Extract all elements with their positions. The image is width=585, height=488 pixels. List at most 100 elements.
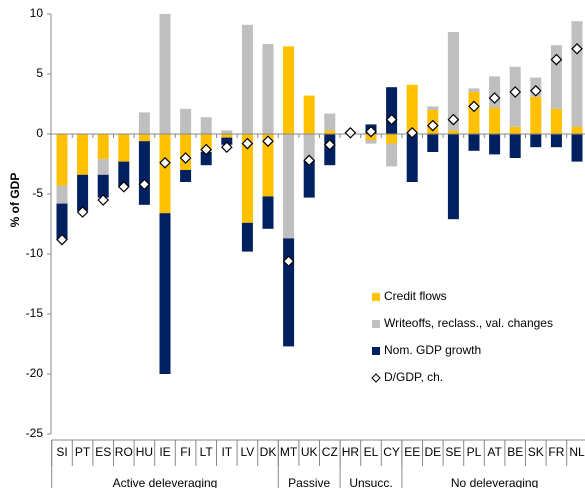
x-tick-label: EL xyxy=(364,445,379,459)
x-tick-label: LT xyxy=(200,445,214,459)
marker xyxy=(571,42,583,55)
marker xyxy=(406,126,419,139)
marker xyxy=(323,138,336,151)
bar-segment xyxy=(56,203,68,240)
marker xyxy=(344,126,357,139)
bar-segment xyxy=(550,45,562,109)
bar-segment xyxy=(200,152,212,166)
bar-segment xyxy=(56,134,68,186)
bar-segment xyxy=(221,137,233,145)
bar-segment xyxy=(241,222,253,252)
x-tick-label: LV xyxy=(241,445,255,459)
bar-segment xyxy=(509,134,521,158)
bar-segment xyxy=(221,130,233,134)
bar-segment xyxy=(468,92,480,134)
x-tick-label: DK xyxy=(260,445,277,459)
bar-segment xyxy=(489,107,501,134)
bar-segment xyxy=(97,159,109,175)
bar-segment xyxy=(118,134,130,162)
x-tick-label: RO xyxy=(115,445,133,459)
bar-segment xyxy=(406,84,418,134)
x-tick-label: ES xyxy=(95,445,111,459)
bar-segment xyxy=(571,126,583,134)
bar-segment xyxy=(571,21,583,127)
marker xyxy=(97,194,110,206)
marker xyxy=(241,137,254,150)
x-tick-label: BE xyxy=(507,445,523,459)
bar-segment xyxy=(447,134,459,220)
legend-label: Writeoffs, reclass., val. changes xyxy=(384,316,553,330)
bar-segment xyxy=(262,44,274,134)
bar-segment xyxy=(56,185,68,204)
x-tick-label: PT xyxy=(75,445,91,459)
bar-segment xyxy=(303,160,315,198)
y-tick-label: -5 xyxy=(32,186,43,200)
bar-segment xyxy=(386,143,398,167)
x-tick-label: MT xyxy=(280,445,298,459)
marker xyxy=(179,152,192,164)
x-tick-label: AT xyxy=(487,445,502,459)
bar-segment xyxy=(386,87,398,134)
marker xyxy=(76,206,89,218)
bar-segment xyxy=(138,134,150,142)
bar-segment xyxy=(159,213,171,374)
marker xyxy=(488,92,501,104)
bar-segment xyxy=(550,108,562,134)
bar-segment xyxy=(180,108,192,134)
bar-segment xyxy=(468,88,480,92)
marker xyxy=(365,125,377,138)
bar-segment xyxy=(200,117,212,134)
x-tick-label: CY xyxy=(383,445,400,459)
legend-swatch xyxy=(372,320,380,328)
marker xyxy=(426,119,439,132)
y-tick-label: 0 xyxy=(36,126,43,140)
y-tick-label: -15 xyxy=(26,306,44,320)
marker xyxy=(138,178,151,191)
bar-segment xyxy=(241,134,253,223)
bar-segment xyxy=(406,134,418,182)
bar-segment xyxy=(427,106,439,110)
group-label: Unsucc. xyxy=(349,476,392,488)
bar-segment xyxy=(468,134,480,151)
y-axis-label: % of GDP xyxy=(8,173,22,228)
x-tick-label: IT xyxy=(221,445,232,459)
marker xyxy=(303,154,316,167)
bar-segment xyxy=(200,134,212,152)
legend-label: Credit flows xyxy=(384,289,447,303)
marker xyxy=(509,86,522,98)
bar-segment xyxy=(386,134,398,144)
legend-label: Nom. GDP growth xyxy=(384,343,481,357)
bar-segment xyxy=(571,134,583,162)
bar-segment xyxy=(324,130,336,134)
bar-segment xyxy=(138,141,150,205)
legend-marker xyxy=(371,373,381,383)
bar-segment xyxy=(324,113,336,131)
bar-segment xyxy=(303,134,315,161)
bar-segment xyxy=(283,238,295,347)
bar-segment xyxy=(180,170,192,182)
bar-segment xyxy=(262,196,274,229)
group-label: Active deleveraging xyxy=(113,476,218,488)
bar-segment xyxy=(77,134,89,175)
legend-label: D/GDP, ch. xyxy=(384,370,443,384)
x-tick-label: EE xyxy=(404,445,420,459)
x-tick-label: HR xyxy=(342,445,360,459)
marker xyxy=(282,255,295,268)
marker xyxy=(117,180,130,193)
marker xyxy=(550,53,563,66)
bar-segment xyxy=(221,134,233,138)
bar-segment xyxy=(180,134,192,170)
x-tick-label: FR xyxy=(548,445,564,459)
group-label: No deleveraging xyxy=(451,476,538,488)
x-tick-label: SK xyxy=(528,445,544,459)
x-tick-label: SE xyxy=(445,445,461,459)
x-tick-label: FI xyxy=(180,445,191,459)
bar-segment xyxy=(283,134,295,239)
marker xyxy=(529,84,542,97)
marker xyxy=(200,143,213,156)
bar-segment xyxy=(489,134,501,155)
legend-swatch xyxy=(372,347,380,355)
bar-segment xyxy=(241,24,253,134)
bar-segment xyxy=(509,126,521,134)
